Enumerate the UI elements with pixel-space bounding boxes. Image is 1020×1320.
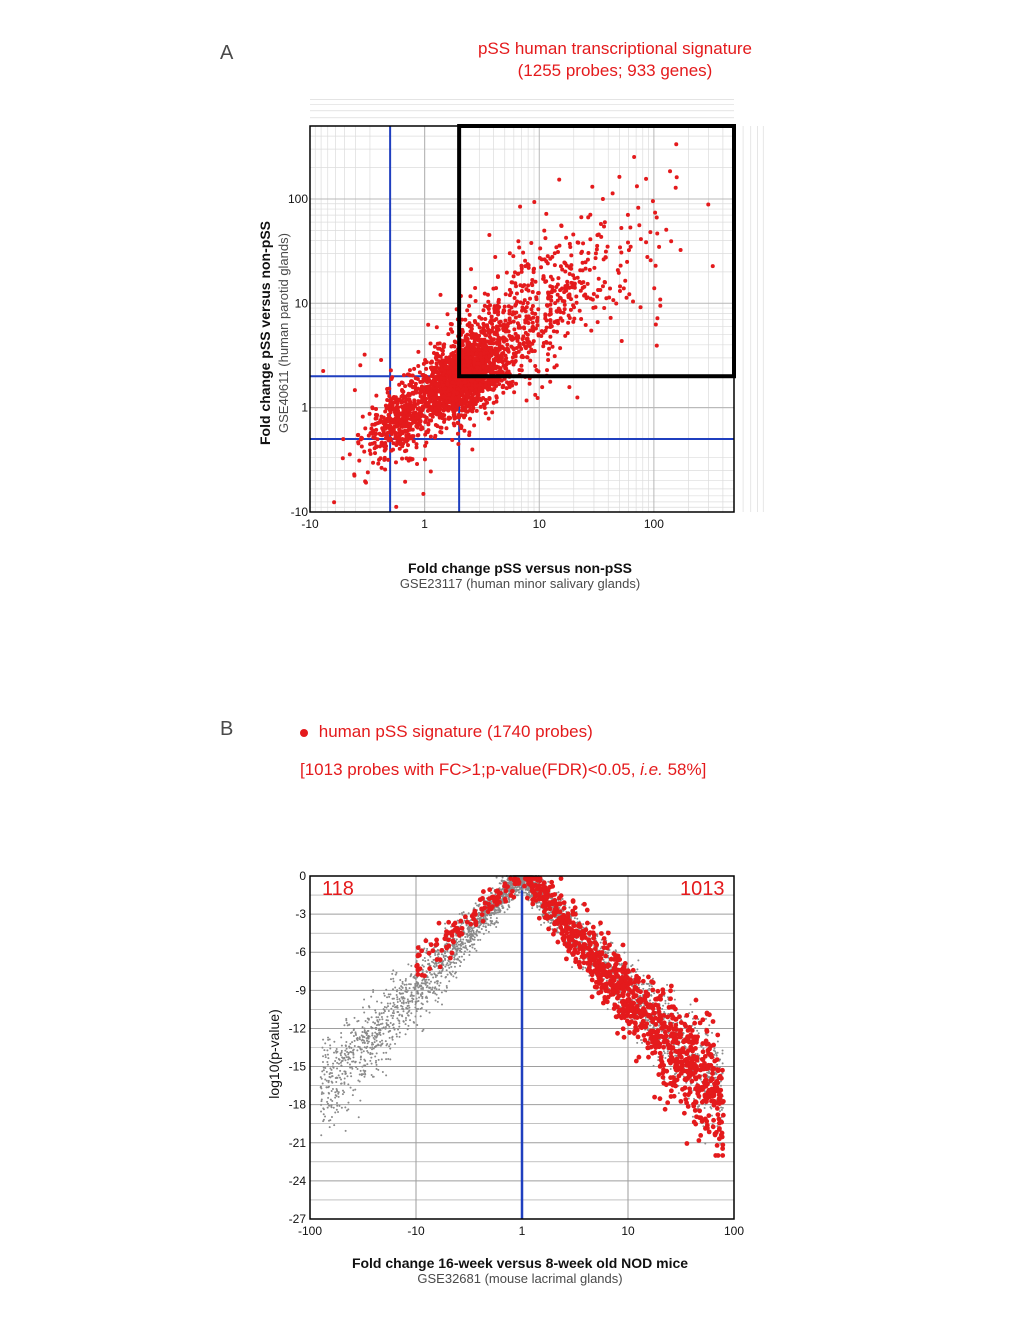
chart-a-xlabel-sub: GSE23117 (human minor salivary glands) (300, 576, 740, 591)
panel-b-legend-line1: human pSS signature (1740 probes) (319, 722, 593, 741)
svg-text:-10: -10 (301, 517, 319, 531)
chart-b-xlabel-sub: GSE32681 (mouse lacrimal glands) (280, 1271, 760, 1286)
chart-b: -100-101101000-3-6-9-12-15-18-21-24-27 (300, 870, 740, 1235)
svg-text:10: 10 (533, 517, 547, 531)
svg-text:10: 10 (295, 296, 309, 310)
panel-a-title-line2: (1255 probes; 933 genes) (518, 61, 713, 80)
panel-b-legend-line2: [1013 probes with FC>1;p-value(FDR)<0.05… (300, 760, 800, 780)
chart-a-xlabel: Fold change pSS versus non-pSS GSE23117 … (300, 560, 740, 591)
chart-a-ylabel: Fold change pSS versus non-pSS GSE40611 … (257, 153, 293, 513)
chart-a-ylabel-bold: Fold change pSS versus non-pSS (257, 221, 273, 445)
chart-b-count-right: 1013 (680, 878, 725, 901)
legend-dot-icon (300, 729, 308, 737)
svg-text:1: 1 (301, 401, 308, 415)
chart-b-xlabel: Fold change 16-week versus 8-week old NO… (280, 1255, 760, 1286)
chart-b-ylabel-text: log10(p-value) (266, 1009, 282, 1099)
panel-a-title: pSS human transcriptional signature (125… (420, 38, 810, 82)
svg-text:1: 1 (421, 517, 428, 531)
chart-a-ylabel-sub: GSE40611 (human parotid glands) (276, 233, 291, 433)
panel-b-legend: human pSS signature (1740 probes) [1013 … (300, 722, 800, 780)
chart-b-count-left: 118 (322, 878, 354, 901)
chart-b-xlabel-bold: Fold change 16-week versus 8-week old NO… (280, 1255, 760, 1271)
svg-text:-10: -10 (291, 505, 309, 519)
chart-a: -10110100-10110100 (300, 120, 740, 540)
svg-text:100: 100 (644, 517, 664, 531)
chart-a-xlabel-bold: Fold change pSS versus non-pSS (300, 560, 740, 576)
chart-b-ylabel: log10(p-value) (266, 974, 284, 1134)
panel-a-label: A (220, 42, 233, 65)
panel-b-label: B (220, 718, 233, 741)
panel-a-title-line1: pSS human transcriptional signature (478, 39, 752, 58)
